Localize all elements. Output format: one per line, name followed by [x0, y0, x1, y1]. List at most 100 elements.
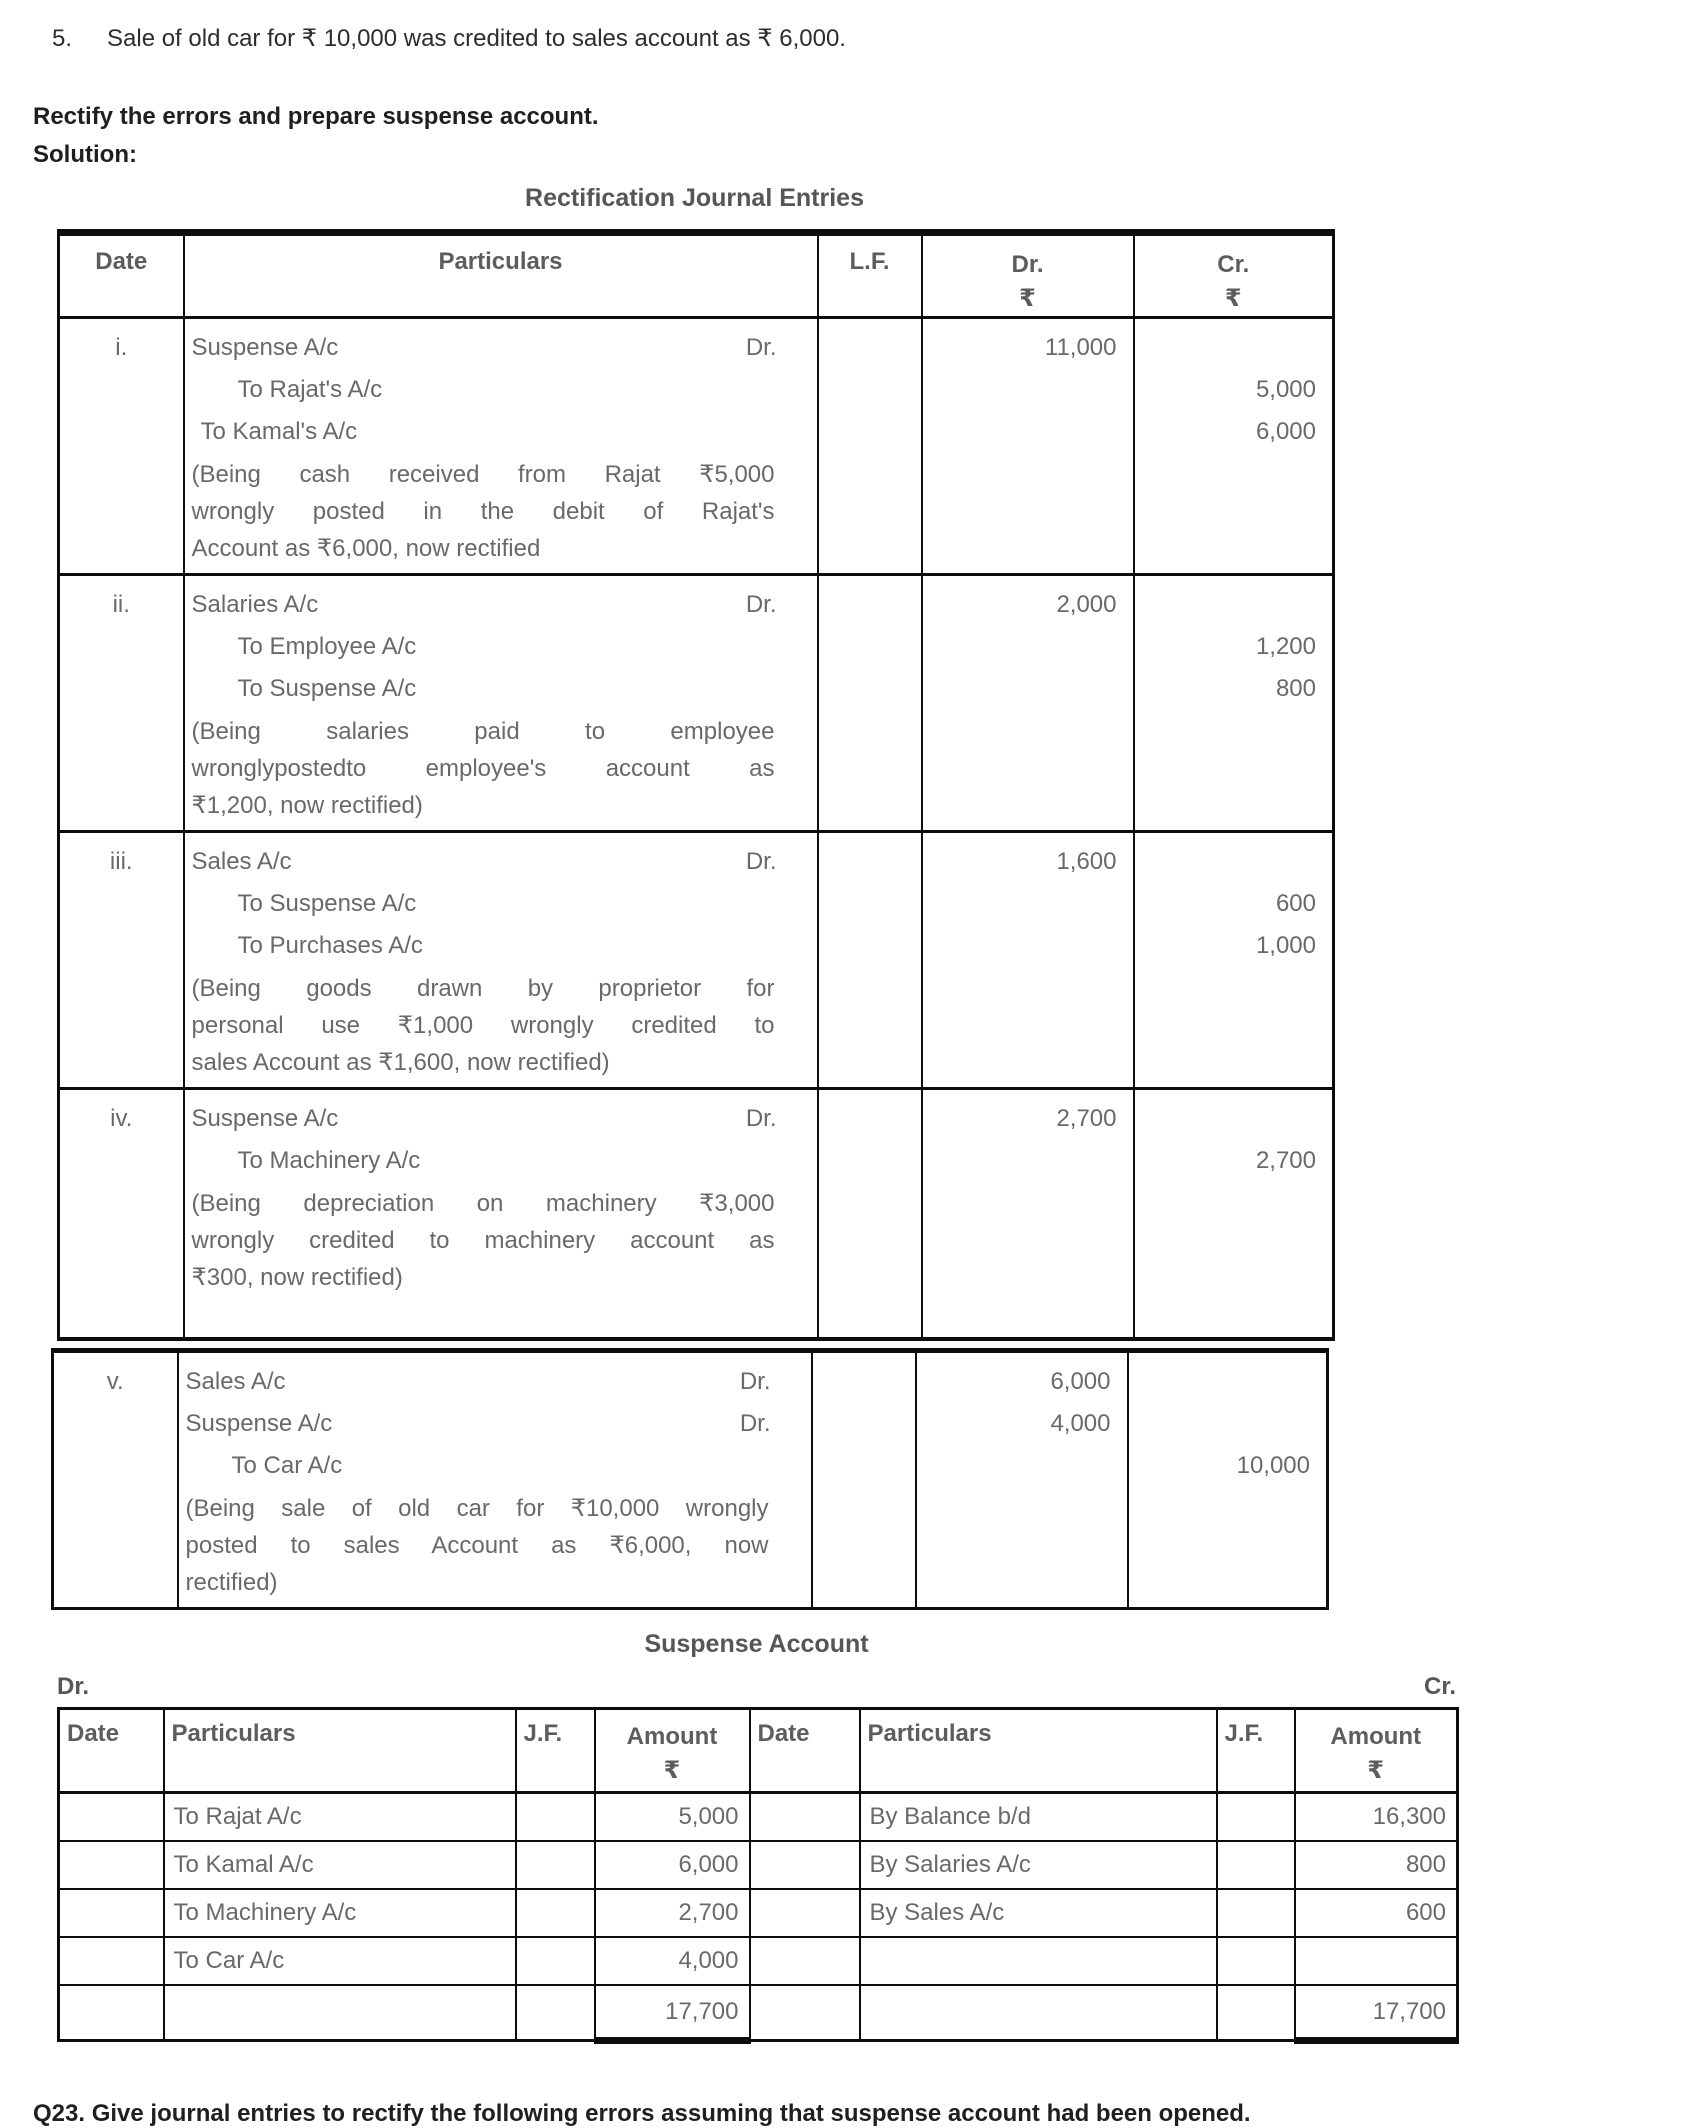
suspense-account-title: Suspense Account [644, 1629, 869, 1658]
journal-entry-v-section: v. Dr. Sales A/c Dr. Suspense A/c To Car A/c (… [51, 1349, 1329, 1609]
debit-date-cell [57, 1839, 165, 1890]
narration-line: (Being salaries paid to employee [191, 718, 775, 745]
entry-particulars: Dr. Sales A/c Dr. Suspense A/c To Car A/c (Be… [176, 1349, 813, 1609]
dr-indicator: Dr. [745, 591, 777, 618]
entry-particulars: Dr. Suspense A/c To Machinery A/c (Being de… [182, 1087, 819, 1340]
debit-jf-cell [514, 1791, 596, 1842]
narration: (Being goods drawn by proprietor for pers… [192, 970, 817, 1081]
credit-particulars-cell: By Balance b/d [858, 1791, 1218, 1842]
debit-amount: 4,000 [1050, 1409, 1111, 1437]
debit-amount: 1,600 [1056, 848, 1117, 875]
debit-amount-cell: 2,700 [593, 1887, 751, 1938]
narration-line: sales Account as ₹1,600, now rectified) [191, 1049, 610, 1076]
account-line: To Suspense A/c [192, 668, 817, 710]
credit-amount-cell: 16,300 [1293, 1791, 1459, 1842]
account-line: Dr. Suspense A/c [192, 1098, 817, 1140]
suspense-rows: To Rajat A/c 5,000 By Balance b/d 16,300 To … [57, 1791, 1459, 2044]
journal-entries-i-iv: i. Dr. Suspense A/c To Rajat's A/c To Kamal'… [57, 316, 1335, 1340]
narration-line: Account as ₹6,000, now rectified [191, 535, 541, 562]
journal-entry-row: v. Dr. Sales A/c Dr. Suspense A/c To Car A/c (… [51, 1349, 1329, 1609]
entry-index: iii. [57, 830, 185, 1090]
account-name: Sales A/c [185, 1367, 286, 1395]
credit-particulars-cell [858, 1935, 1218, 1986]
credit-amount: 10,000 [1236, 1451, 1310, 1479]
suspense-row: To Rajat A/c 5,000 By Balance b/d 16,300 [57, 1791, 1459, 1842]
credit-amount [1135, 327, 1333, 369]
narration: (Being depreciation on machinery ₹3,000 w… [192, 1185, 817, 1296]
credit-date-cell [748, 1983, 861, 2041]
narration-line: rectified) [185, 1568, 278, 1596]
suspense-header-jf-right: J.F. [1215, 1707, 1296, 1794]
account-line: To Purchases A/c [192, 925, 817, 967]
credit-jf-cell [1215, 1983, 1296, 2041]
credit-amount: 600 [1275, 890, 1316, 917]
debit-amount-cell: 5,000 [593, 1791, 751, 1842]
credit-amount [1129, 1361, 1327, 1403]
entry-credit-column: 2,700 [1132, 1087, 1335, 1340]
narration: (Being cash received from Rajat ₹5,000 wr… [192, 456, 817, 567]
journal-header-dr: Dr. ₹ [920, 231, 1135, 319]
debit-amount-cell: 4,000 [593, 1935, 751, 1986]
suspense-row: To Kamal A/c 6,000 By Salaries A/c 800 [57, 1839, 1459, 1890]
entry-credit-column: 1,200 800 [1132, 573, 1335, 833]
debit-particulars-cell [162, 1983, 517, 2041]
narration-line: personal use ₹1,000 wrongly credited to [191, 1012, 775, 1039]
solution-label: Solution: [33, 141, 137, 168]
account-name: Sales A/c [191, 848, 292, 875]
entry-credit-column: 600 1,000 [1132, 830, 1335, 1090]
entry-lf-cell [816, 316, 923, 576]
credit-jf-cell [1215, 1887, 1296, 1938]
credit-amount: 2,700 [1255, 1147, 1316, 1174]
amount-label: Amount [1330, 1722, 1422, 1750]
dr-indicator: Dr. [745, 848, 777, 875]
debit-amount [923, 369, 1133, 411]
entry-index: iv. [57, 1087, 185, 1340]
account-name: To Purchases A/c [237, 932, 423, 959]
entry-lf-cell [816, 573, 923, 833]
debit-date-cell [57, 1983, 165, 2041]
credit-date-cell [748, 1887, 861, 1938]
entry-lf-cell [810, 1349, 917, 1609]
credit-amount [1129, 1403, 1327, 1445]
intro-section: 5. Sale of old car for ₹ 10,000 was credi… [0, 0, 1700, 170]
question-q23: Q23. Give journal entries to rectify the… [33, 2099, 1251, 2127]
suspense-header-particulars-right: Particulars [858, 1707, 1218, 1794]
suspense-total-row: 17,700 17,700 [57, 1983, 1459, 2044]
suspense-row: To Machinery A/c 2,700 By Sales A/c 600 [57, 1887, 1459, 1938]
suspense-row: To Car A/c 4,000 [57, 1935, 1459, 1986]
account-line: To Suspense A/c [192, 883, 817, 925]
entry-particulars: Dr. Suspense A/c To Rajat's A/c To Kamal's … [182, 316, 819, 576]
suspense-header-jf-left: J.F. [514, 1707, 596, 1794]
problem-item-5: 5. Sale of old car for ₹ 10,000 was credi… [52, 24, 1700, 54]
credit-amount: 800 [1275, 675, 1316, 702]
entry-lf-cell [816, 1087, 923, 1340]
journal-entry-row: iii. Dr. Sales A/c To Suspense A/c To Purcha… [57, 830, 1335, 1090]
narration-line: wrongly credited to machinery account as [191, 1227, 775, 1254]
account-name: Suspense A/c [191, 1105, 339, 1132]
debit-amount [917, 1445, 1127, 1487]
narration-line: posted to sales Account as ₹6,000, now [185, 1531, 769, 1559]
suspense-header: Date Particulars J.F. Amount ₹ Date Part… [57, 1707, 1459, 1794]
narration-line: wronglypostedto employee's account as [191, 755, 775, 782]
entry-debit-column: 6,000 4,000 [914, 1349, 1129, 1609]
narration-line: ₹1,200, now rectified) [191, 792, 423, 819]
rupee-symbol: ₹ [1019, 285, 1036, 312]
dr-indicator: Dr. [739, 1409, 771, 1437]
debit-amount: 6,000 [1050, 1367, 1111, 1395]
credit-amount-cell: 600 [1293, 1887, 1459, 1938]
debit-particulars-cell: To Car A/c [162, 1935, 517, 1986]
debit-amount [923, 668, 1133, 710]
suspense-dr-label: Dr. [57, 1672, 90, 1700]
entry-particulars: Dr. Salaries A/c To Employee A/c To Suspens… [182, 573, 819, 833]
account-name: To Machinery A/c [237, 1147, 421, 1174]
account-name: To Suspense A/c [237, 890, 417, 917]
account-name: To Car A/c [231, 1451, 343, 1479]
account-line: To Kamal's A/c [192, 411, 817, 453]
debit-amount [923, 626, 1133, 668]
item-text: Sale of old car for ₹ 10,000 was credite… [107, 25, 846, 52]
debit-amount-cell: 6,000 [593, 1839, 751, 1890]
debit-date-cell [57, 1935, 165, 1986]
debit-jf-cell [514, 1983, 596, 2041]
credit-particulars-cell: By Sales A/c [858, 1887, 1218, 1938]
account-name: To Kamal's A/c [200, 418, 358, 445]
